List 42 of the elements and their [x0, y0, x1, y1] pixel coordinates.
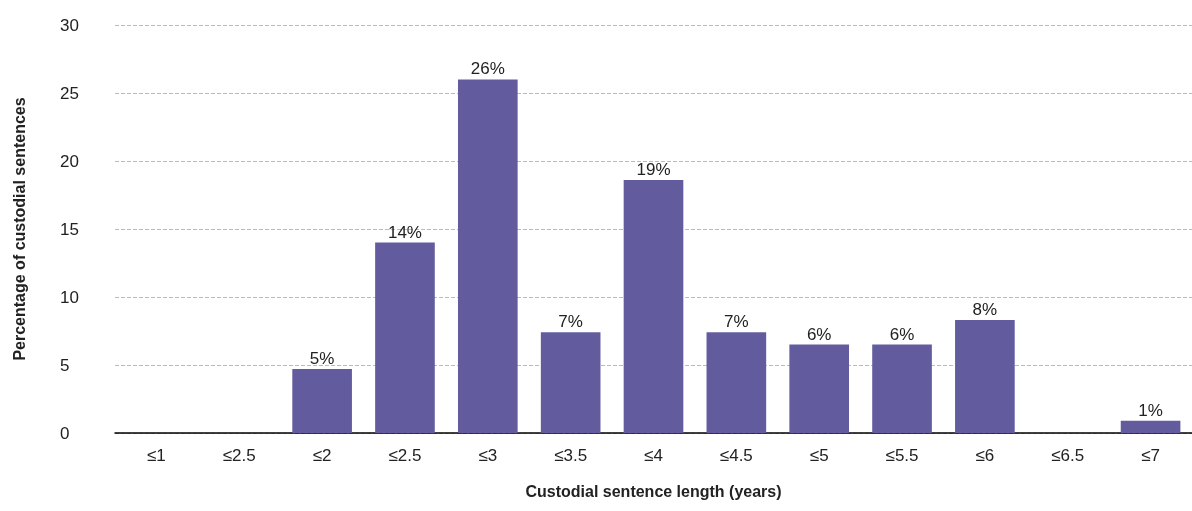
bar	[540, 332, 601, 433]
x-axis-title: Custodial sentence length (years)	[525, 482, 782, 500]
y-tick-label: 0	[60, 423, 70, 443]
bar	[457, 79, 518, 433]
data-label: 6%	[889, 324, 915, 344]
bar	[789, 344, 850, 433]
x-tick-label: ≤5	[809, 446, 829, 465]
x-tick-label: ≤1	[147, 446, 166, 465]
y-tick-label: 20	[60, 151, 79, 171]
data-label: 26%	[470, 59, 505, 79]
x-tick-label: ≤4	[644, 446, 663, 465]
data-label: 8%	[972, 300, 998, 320]
bar	[872, 344, 932, 433]
y-tick-label: 25	[60, 83, 79, 103]
y-tick-label: 10	[60, 287, 79, 307]
data-label: 5%	[309, 349, 335, 369]
x-tick-label: ≤2.5	[222, 446, 256, 465]
data-label: 1%	[1138, 400, 1163, 420]
bar	[1120, 420, 1181, 433]
data-label: 14%	[387, 222, 422, 242]
data-label: 7%	[558, 312, 583, 332]
bar	[706, 332, 767, 433]
x-tick-label: ≤6	[975, 446, 995, 465]
x-tick-label: ≤2	[312, 446, 332, 465]
x-tick-label: ≤2.5	[388, 446, 422, 465]
data-label: 7%	[724, 312, 749, 332]
x-tick-label: ≤5.5	[885, 446, 919, 465]
bar	[375, 242, 435, 433]
y-axis-title: Percentage of custodial sentences	[10, 97, 28, 361]
x-tick-label: ≤7	[1141, 446, 1160, 465]
bar	[623, 180, 684, 433]
bar	[292, 369, 352, 433]
data-label: 19%	[636, 160, 671, 180]
y-tick-label: 30	[60, 15, 79, 35]
y-tick-label: 15	[60, 219, 79, 239]
bar	[955, 320, 1015, 433]
y-tick-label: 5	[60, 355, 70, 375]
x-tick-label: ≤3	[478, 446, 498, 465]
x-tick-label: ≤6.5	[1051, 446, 1085, 465]
x-tick-label: ≤3.5	[554, 446, 588, 465]
x-tick-label: ≤4.5	[719, 446, 753, 465]
data-label: 6%	[806, 324, 832, 344]
